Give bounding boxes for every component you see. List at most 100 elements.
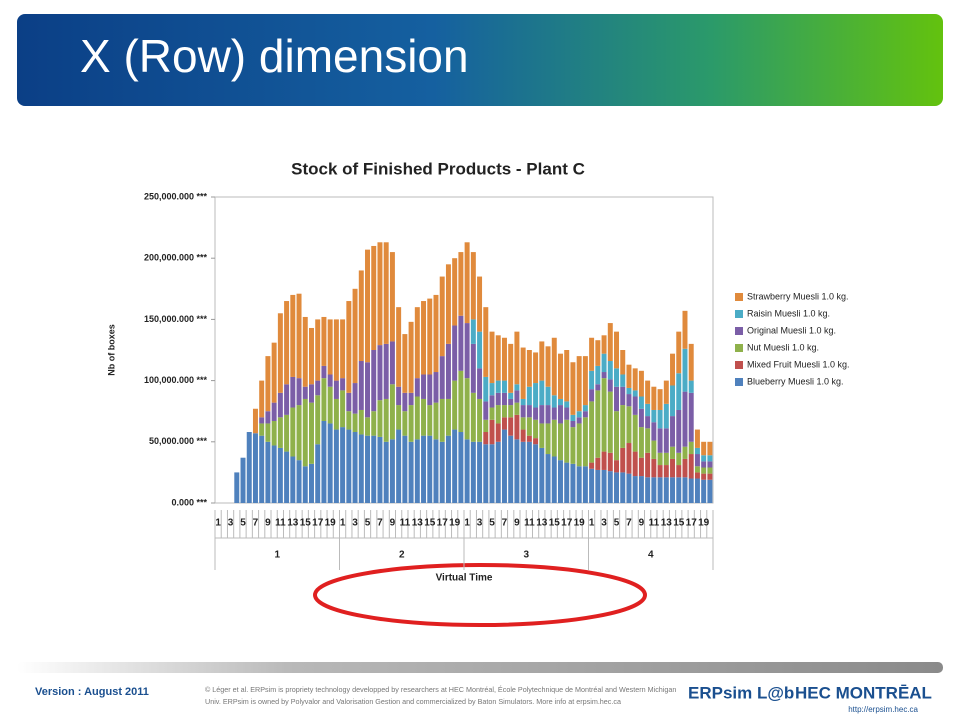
bar-segment bbox=[707, 473, 713, 480]
x-tick-label: 1 bbox=[589, 518, 595, 529]
bar-segment bbox=[489, 331, 495, 384]
bar-segment bbox=[663, 428, 669, 453]
bar-segment bbox=[271, 445, 277, 503]
bar-segment bbox=[483, 432, 489, 445]
bar-segment bbox=[694, 478, 700, 503]
bar-segment bbox=[520, 405, 526, 418]
bar-segment bbox=[414, 439, 420, 503]
bar-segment bbox=[589, 468, 595, 503]
bar-segment bbox=[259, 417, 265, 424]
bar-segment bbox=[433, 294, 439, 373]
bar-segment bbox=[688, 392, 694, 442]
bar-segment bbox=[514, 439, 520, 503]
legend-swatch bbox=[735, 310, 743, 318]
bar-segment bbox=[489, 383, 495, 396]
bar-segment bbox=[383, 441, 389, 503]
bar-segment bbox=[308, 327, 314, 385]
bar-segment bbox=[614, 331, 620, 369]
bar-segment bbox=[694, 447, 700, 455]
bar-segment bbox=[570, 420, 576, 428]
bar-segment bbox=[427, 298, 433, 375]
bar-segment bbox=[632, 414, 638, 452]
bar-segment bbox=[607, 361, 613, 380]
bar-segment bbox=[508, 417, 514, 436]
bar-segment bbox=[414, 307, 420, 379]
bar-segment bbox=[595, 390, 601, 458]
x-tick-label: 13 bbox=[661, 518, 673, 529]
bar-segment bbox=[252, 408, 258, 434]
bar-segment bbox=[501, 380, 507, 393]
bar-segment bbox=[545, 405, 551, 424]
bar-segment bbox=[402, 435, 408, 503]
bar-segment bbox=[290, 294, 296, 377]
bar-segment bbox=[539, 423, 545, 448]
x-tick-label: 3 bbox=[477, 518, 483, 529]
bar-segment bbox=[682, 477, 688, 503]
bar-segment bbox=[346, 429, 352, 503]
bar-segment bbox=[477, 398, 483, 442]
bar-segment bbox=[526, 417, 532, 436]
bar-segment bbox=[296, 405, 302, 461]
bar-segment bbox=[694, 466, 700, 473]
bar-segment bbox=[327, 319, 333, 375]
y-tick-label: 50,000.000 *** bbox=[149, 436, 208, 446]
y-tick-label: 200,000.000 *** bbox=[144, 253, 208, 263]
bar-segment bbox=[340, 378, 346, 391]
bar-segment bbox=[452, 429, 458, 503]
bar-segment bbox=[663, 452, 669, 466]
legend-label: Strawberry Muesli 1.0 kg. bbox=[747, 291, 849, 301]
bar-segment bbox=[551, 419, 557, 457]
bar-segment bbox=[408, 405, 414, 442]
bar-segment bbox=[676, 373, 682, 410]
group-label: 1 bbox=[274, 550, 280, 561]
x-tick-label: 17 bbox=[686, 518, 698, 529]
bar-segment bbox=[458, 370, 464, 433]
bar-segment bbox=[464, 378, 470, 440]
bar-segment bbox=[626, 473, 632, 503]
bar-segment bbox=[582, 356, 588, 406]
bar-segment bbox=[601, 469, 607, 503]
bar-segment bbox=[290, 376, 296, 408]
bar-segment bbox=[688, 454, 694, 479]
bar-segment bbox=[259, 380, 265, 418]
bar-segment bbox=[595, 340, 601, 366]
legend-swatch bbox=[735, 293, 743, 301]
x-tick-label: 5 bbox=[365, 518, 371, 529]
chart-title: Stock of Finished Products - Plant C bbox=[291, 159, 585, 178]
bar-segment bbox=[508, 405, 514, 418]
bar-segment bbox=[551, 337, 557, 396]
bar-segment bbox=[651, 409, 657, 423]
bar-segment bbox=[277, 392, 283, 418]
x-tick-label: 11 bbox=[400, 518, 411, 529]
bar-segment bbox=[670, 385, 676, 417]
bar-segment bbox=[433, 372, 439, 403]
bar-segment bbox=[539, 380, 545, 406]
bar-segment bbox=[688, 441, 694, 455]
bar-segment bbox=[277, 417, 283, 448]
bar-segment bbox=[445, 264, 451, 344]
bar-segment bbox=[327, 423, 333, 503]
bar-segment bbox=[582, 411, 588, 418]
bar-segment bbox=[470, 252, 476, 320]
bar-segment bbox=[682, 310, 688, 349]
legend-swatch bbox=[735, 361, 743, 369]
bar-segment bbox=[414, 396, 420, 440]
bar-segment bbox=[284, 301, 290, 385]
bar-segment bbox=[327, 374, 333, 387]
bar-segment bbox=[645, 416, 651, 429]
bar-segment bbox=[365, 249, 371, 363]
bar-segment bbox=[514, 402, 520, 415]
x-tick-label: 19 bbox=[698, 518, 710, 529]
bar-segment bbox=[701, 467, 707, 474]
bar-segment bbox=[483, 444, 489, 503]
bar-segment bbox=[421, 301, 427, 375]
bar-segment bbox=[489, 444, 495, 503]
bar-segment bbox=[427, 405, 433, 436]
bar-segment bbox=[645, 452, 651, 478]
bar-segment bbox=[638, 370, 644, 397]
version: Version : August 2011 bbox=[35, 686, 149, 698]
bar-segment bbox=[545, 346, 551, 387]
bar-segment bbox=[663, 403, 669, 429]
bar-segment bbox=[483, 376, 489, 402]
bar-segment bbox=[526, 350, 532, 387]
